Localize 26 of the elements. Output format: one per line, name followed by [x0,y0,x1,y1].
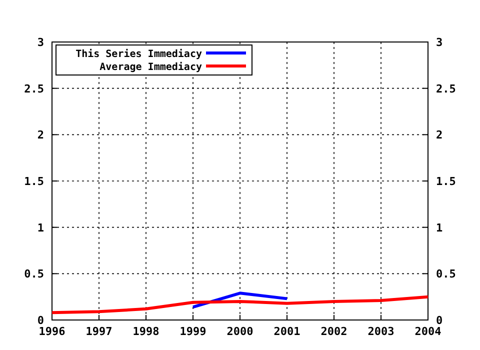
y2-tick-label: 2.5 [436,82,456,96]
y-tick-label: 2 [37,128,44,142]
x-tick-label: 2002 [320,325,348,338]
x-tick-label: 2003 [368,325,394,338]
y-tick-label: 2.5 [24,82,44,96]
y-tick-label: 1.5 [24,175,44,188]
x-tick-label: 1996 [38,325,66,338]
line-series [50,295,430,314]
y2-tick-label: 0 [436,314,443,327]
legend-label: Average Immediacy [100,61,202,73]
y-tick-label: 0 [37,314,44,327]
y2-tick-label: 1 [436,221,443,234]
y-tick-label: 0.5 [24,268,44,281]
x-tick-label: 1998 [132,325,160,338]
y2-tick-label: 0.5 [436,268,456,281]
y2-tick-label: 1.5 [436,175,456,188]
x-tick-label: 2001 [274,325,301,338]
y-tick-label: 3 [37,36,44,49]
x-tick-label: 1997 [86,325,112,338]
y2-tick-label: 3 [436,36,443,49]
y-tick-label: 1 [37,221,44,234]
y2-tick-label: 2 [436,128,443,142]
x-tick-label: 2000 [226,325,254,338]
x-tick-label: 2004 [414,325,442,338]
legend-label: This Series Immediacy [76,48,202,60]
x-tick-label: 1999 [180,325,206,338]
